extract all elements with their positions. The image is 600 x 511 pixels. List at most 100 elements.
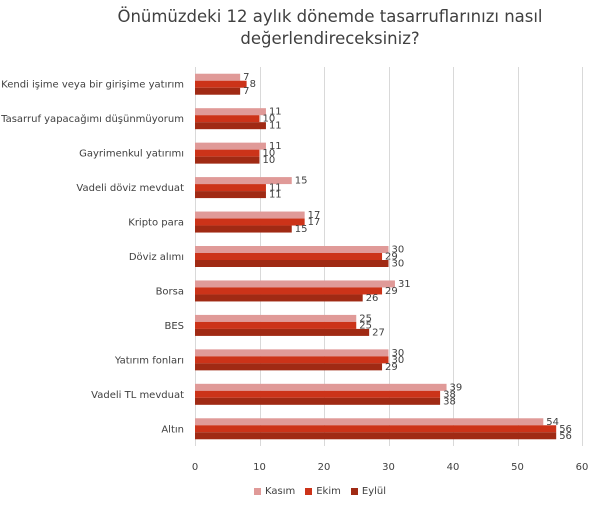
value-label: 30 bbox=[392, 259, 405, 270]
bar bbox=[195, 218, 305, 226]
chart-title-line-2: değerlendireceksiniz? bbox=[240, 29, 420, 48]
value-label: 10 bbox=[263, 114, 276, 125]
bar bbox=[195, 363, 383, 371]
category-label: Tasarruf yapacağımı düşünmüyorum bbox=[0, 113, 184, 125]
category-label: Vadeli döviz mevduat bbox=[76, 183, 184, 194]
bar bbox=[195, 390, 441, 398]
x-tick-label: 0 bbox=[192, 462, 198, 473]
bar bbox=[195, 294, 363, 302]
legend-item: Kasım bbox=[253, 486, 296, 497]
bar bbox=[195, 122, 266, 130]
value-label: 38 bbox=[443, 389, 456, 400]
bar bbox=[195, 349, 389, 357]
bar bbox=[195, 149, 260, 157]
bar bbox=[195, 383, 447, 391]
bar bbox=[195, 246, 389, 253]
value-label: 56 bbox=[559, 431, 572, 442]
value-label: 11 bbox=[269, 183, 282, 194]
value-label: 7 bbox=[243, 72, 249, 83]
bar-series bbox=[195, 73, 557, 440]
x-tick-label: 50 bbox=[511, 462, 524, 473]
legend-swatch-icon bbox=[253, 488, 261, 495]
bar bbox=[195, 225, 292, 233]
category-label: Vadeli TL mevduat bbox=[91, 390, 184, 401]
value-label: 56 bbox=[559, 424, 572, 435]
legend-item: Ekim bbox=[305, 486, 341, 497]
category-label: Borsa bbox=[156, 286, 184, 297]
value-label: 29 bbox=[385, 252, 398, 263]
value-labels: 7871110111110101511111717153029303129262… bbox=[243, 72, 572, 442]
x-tick-label: 40 bbox=[447, 462, 460, 473]
value-label: 15 bbox=[295, 224, 308, 235]
bar bbox=[195, 321, 357, 329]
x-axis-tick-labels: 0 10 20 30 40 50 60 bbox=[192, 462, 589, 473]
x-tick-label: 30 bbox=[382, 462, 395, 473]
category-label: Döviz alımı bbox=[129, 252, 184, 263]
bar bbox=[195, 418, 544, 426]
chart-legend: Kasım Ekim Eylül bbox=[0, 486, 600, 498]
legend-swatch-icon bbox=[350, 488, 358, 495]
value-label: 30 bbox=[392, 348, 405, 359]
bar bbox=[195, 314, 357, 322]
bar bbox=[195, 211, 305, 219]
category-label: Yatırım fonları bbox=[114, 355, 184, 366]
legend-item: Eylül bbox=[350, 486, 387, 497]
chart-title: Önümüzdeki 12 aylık dönemde tasarrufları… bbox=[0, 6, 600, 50]
category-label: Kripto para bbox=[128, 218, 184, 229]
value-label: 39 bbox=[450, 382, 463, 393]
value-label: 15 bbox=[295, 176, 308, 187]
legend-label: Eylül bbox=[361, 486, 387, 497]
bar bbox=[195, 432, 557, 440]
bar bbox=[195, 184, 266, 192]
bar bbox=[195, 280, 395, 288]
value-label: 30 bbox=[392, 355, 405, 366]
bar bbox=[195, 108, 266, 116]
value-label: 26 bbox=[366, 293, 379, 304]
x-tick-label: 60 bbox=[576, 462, 589, 473]
chart-title-line-1: Önümüzdeki 12 aylık dönemde tasarrufları… bbox=[117, 7, 543, 26]
bar bbox=[195, 191, 266, 199]
value-label: 11 bbox=[269, 121, 282, 132]
category-label: Kendi işime veya bir girişime yatırım bbox=[1, 80, 184, 91]
bar bbox=[195, 425, 557, 433]
bar bbox=[195, 397, 441, 405]
value-label: 10 bbox=[263, 148, 276, 159]
value-label: 17 bbox=[308, 217, 321, 228]
value-label: 10 bbox=[263, 155, 276, 166]
bar bbox=[195, 287, 383, 295]
value-label: 29 bbox=[385, 362, 398, 373]
x-tick-label: 20 bbox=[318, 462, 331, 473]
bar bbox=[195, 253, 383, 260]
bar bbox=[195, 328, 370, 336]
category-label: Gayrimenkul yatırımı bbox=[79, 149, 184, 160]
value-label: 11 bbox=[269, 107, 282, 118]
category-labels: Kendi işime veya bir girişime yatırım Tas… bbox=[0, 80, 184, 436]
bar bbox=[195, 260, 389, 267]
value-label: 54 bbox=[546, 417, 559, 428]
bar bbox=[195, 115, 260, 123]
value-label: 29 bbox=[385, 286, 398, 297]
bar bbox=[195, 142, 266, 150]
value-label: 30 bbox=[392, 245, 405, 256]
gridlines bbox=[195, 67, 583, 446]
value-label: 11 bbox=[269, 190, 282, 201]
legend-label: Kasım bbox=[264, 486, 296, 497]
bar bbox=[195, 156, 260, 164]
legend-label: Ekim bbox=[316, 486, 341, 497]
value-label: 17 bbox=[308, 210, 321, 221]
category-label: BES bbox=[164, 321, 184, 332]
value-label: 7 bbox=[243, 86, 249, 97]
legend-swatch-icon bbox=[305, 488, 313, 495]
bar bbox=[195, 80, 247, 88]
value-label: 27 bbox=[372, 327, 385, 338]
bar bbox=[195, 73, 241, 81]
bar bbox=[195, 356, 389, 364]
value-label: 8 bbox=[250, 79, 256, 90]
value-label: 38 bbox=[443, 396, 456, 407]
value-label: 31 bbox=[398, 279, 411, 290]
bar bbox=[195, 177, 292, 185]
value-label: 11 bbox=[269, 141, 282, 152]
category-label: Altın bbox=[161, 424, 184, 435]
bar bbox=[195, 87, 241, 95]
